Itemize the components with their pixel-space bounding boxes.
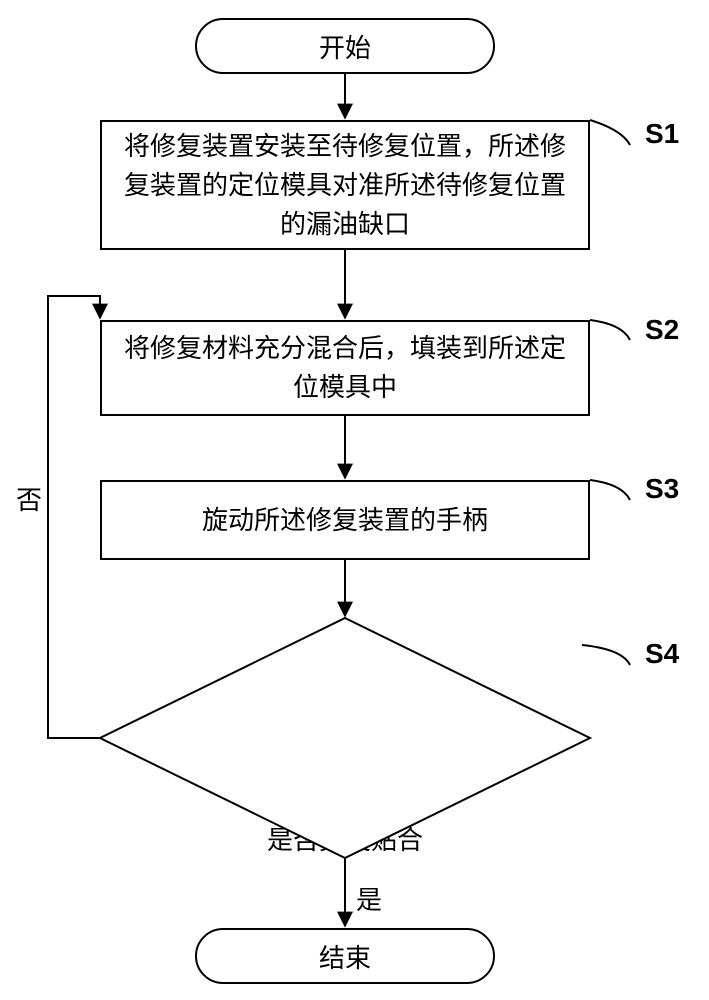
edge-label-yes: 是 xyxy=(356,880,382,917)
node-s4-label: 判断 所述修复材料 与所述待修复位置的表面 是否完美贴合 xyxy=(215,669,475,855)
connector-s1 xyxy=(590,120,630,145)
flowchart-canvas: 开始 将修复装置安装至待修复位置，所述修复装置的定位模具对准所述待修复位置的漏油… xyxy=(0,0,709,1000)
node-s1: 将修复装置安装至待修复位置，所述修复装置的定位模具对准所述待修复位置的漏油缺口 xyxy=(100,120,590,250)
connector-s2 xyxy=(590,320,630,340)
node-s2-label: 将修复材料充分混合后，填装到所述定位模具中 xyxy=(116,329,574,407)
step-label-s3-text: S3 xyxy=(645,473,679,504)
edge-label-no: 否 xyxy=(16,480,42,517)
node-end-label: 结束 xyxy=(319,938,371,975)
edge-label-no-text: 否 xyxy=(16,485,42,515)
step-label-s4: S4 xyxy=(645,638,679,670)
connector-s4 xyxy=(582,645,630,665)
step-label-s3: S3 xyxy=(645,473,679,505)
node-start: 开始 xyxy=(195,18,495,74)
node-s2: 将修复材料充分混合后，填装到所述定位模具中 xyxy=(100,320,590,416)
node-end: 结束 xyxy=(195,928,495,984)
step-label-s1: S1 xyxy=(645,118,679,150)
node-s4-label-container: 判断 所述修复材料 与所述待修复位置的表面 是否完美贴合 xyxy=(215,665,475,860)
step-label-s2: S2 xyxy=(645,314,679,346)
node-s3-label: 旋动所述修复装置的手柄 xyxy=(202,501,488,540)
connector-s3 xyxy=(590,480,630,500)
node-s1-label: 将修复装置安装至待修复位置，所述修复装置的定位模具对准所述待修复位置的漏油缺口 xyxy=(116,127,574,244)
step-label-s1-text: S1 xyxy=(645,118,679,149)
node-start-label: 开始 xyxy=(319,28,371,65)
edge-label-yes-text: 是 xyxy=(356,885,382,915)
node-s3: 旋动所述修复装置的手柄 xyxy=(100,480,590,560)
edge-s4-s2-no xyxy=(48,296,100,738)
step-label-s4-text: S4 xyxy=(645,638,679,669)
step-label-s2-text: S2 xyxy=(645,314,679,345)
